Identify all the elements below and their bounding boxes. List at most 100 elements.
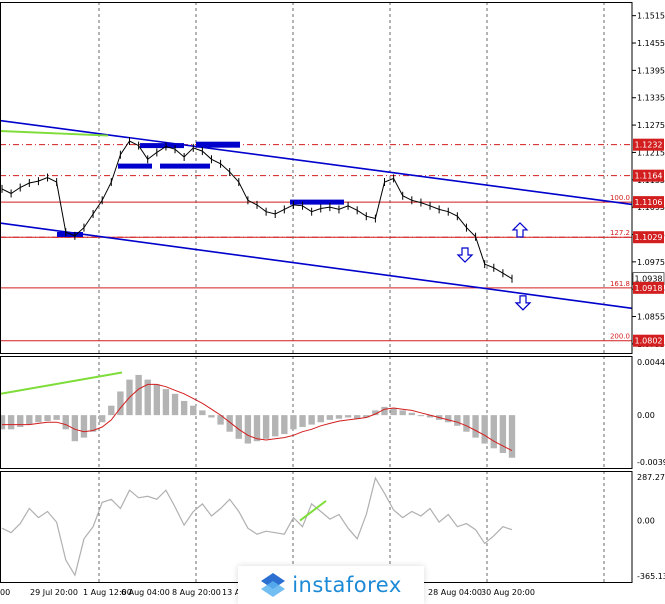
price-label: 1.1232 <box>635 141 663 150</box>
price-label: 1.0938 <box>635 275 663 284</box>
macd-bar <box>281 415 288 435</box>
price-label: 1.0802 <box>635 337 663 346</box>
macd-bar <box>417 415 425 417</box>
macd-bar <box>372 410 379 416</box>
macd-bar <box>335 415 343 419</box>
range-markers <box>57 141 344 237</box>
macd-bar <box>7 415 15 430</box>
macd-bar <box>317 415 324 423</box>
panel-frame <box>0 2 633 354</box>
x-tick-label: 00 <box>0 588 10 597</box>
channel-lower-line <box>0 222 633 310</box>
macd-bar <box>344 415 352 418</box>
cci-panel <box>1 476 513 577</box>
macd-bar <box>44 415 51 422</box>
macd-tick-label: 0.00 <box>637 411 655 420</box>
fib-level-label: 127.2 <box>610 229 630 237</box>
macd-bar <box>499 415 507 454</box>
macd-bar <box>390 408 397 416</box>
macd-bar <box>244 415 252 444</box>
macd-bar <box>35 415 42 423</box>
panel-frames <box>0 2 633 583</box>
macd-bar <box>272 415 279 437</box>
macd-bar <box>217 415 224 425</box>
y-tick-label: 1.1275 <box>637 121 665 130</box>
y-tick-label: 1.0855 <box>637 313 665 322</box>
instaforex-logo-icon <box>261 573 286 597</box>
range-marker <box>140 143 184 149</box>
macd-tick-label: -0.00396 <box>637 458 665 467</box>
y-tick-label: 1.1335 <box>637 94 665 103</box>
down-arrow-icon <box>456 247 474 263</box>
cci-tick-label: -365.1387 <box>637 572 665 581</box>
macd-bar <box>71 415 79 442</box>
price-label-box <box>633 169 664 182</box>
macd-bar <box>481 415 488 444</box>
range-marker <box>196 141 240 148</box>
divergence-line-cci <box>299 500 327 522</box>
macd-bar <box>381 406 388 416</box>
macd-bar <box>171 393 179 416</box>
price-label: 1.0918 <box>635 284 663 293</box>
fib-level-label: 100.0 <box>610 194 630 202</box>
macd-bar <box>135 374 142 416</box>
y-tick-label: 1.1395 <box>637 66 665 75</box>
macd-bar <box>463 415 470 432</box>
macd-panel <box>0 371 516 458</box>
macd-bar <box>408 412 416 416</box>
y-tick-label: 1.1515 <box>637 12 665 21</box>
price-label: 1.1106 <box>635 198 663 207</box>
trend-channel <box>0 119 633 310</box>
x-tick-label: 29 Jul 20:00 <box>30 588 78 597</box>
x-tick-label: 30 Aug 20:00 <box>481 588 535 597</box>
price-axis: 1.1515 1.1455 1.1395 1.1335 1.1275 1.1215 1.11… <box>632 12 665 581</box>
macd-bar <box>490 415 497 449</box>
macd-bar <box>299 415 306 427</box>
macd-bar <box>353 415 361 419</box>
macd-bar <box>363 415 370 418</box>
macd-bar <box>53 415 60 420</box>
x-tick-label: 6 Aug 04:00 <box>121 588 170 597</box>
macd-bar <box>235 415 242 439</box>
macd-bar <box>117 391 124 416</box>
fib-level-label: 200.0 <box>610 333 630 341</box>
fibonacci-levels: 100.0 127.2 161.8 200.0 <box>0 144 632 342</box>
macd-bar <box>80 415 88 438</box>
macd-bar <box>62 415 69 430</box>
channel-upper-line <box>0 119 633 206</box>
macd-bar <box>445 415 452 423</box>
macd-bar <box>162 389 170 416</box>
range-marker <box>57 231 83 237</box>
macd-bar <box>144 379 151 416</box>
price-label-box <box>633 334 664 347</box>
macd-bar <box>180 400 188 416</box>
macd-bar <box>253 415 261 442</box>
signal-arrows <box>456 222 532 311</box>
panel-frame <box>0 356 633 469</box>
down-arrow-icon <box>514 295 532 311</box>
x-tick-label: 13 Aug <box>222 588 250 597</box>
macd-bar <box>426 415 434 418</box>
macd-bar <box>262 415 270 439</box>
macd-bar <box>226 415 233 432</box>
y-tick-label: 1.1455 <box>637 39 665 48</box>
macd-bar <box>308 415 315 425</box>
x-tick-label: 1 Aug 12:00 <box>83 588 132 597</box>
cci-line <box>1 476 513 577</box>
macd-bar <box>17 415 24 427</box>
macd-bar <box>399 410 406 416</box>
y-tick-label: 1.1215 <box>637 148 665 157</box>
macd-bar <box>472 415 479 438</box>
grid <box>98 2 605 582</box>
macd-bar <box>290 415 297 430</box>
price-label-box <box>633 196 664 209</box>
price-label: 1.1029 <box>635 233 663 242</box>
macd-bar <box>508 415 516 458</box>
macd-bar <box>108 405 115 416</box>
macd-bar <box>26 415 33 425</box>
divergence-line-macd <box>0 371 123 395</box>
divergence-line-price <box>0 130 109 137</box>
macd-bar <box>98 415 106 423</box>
cci-tick-label: 287.2748 <box>637 473 665 482</box>
price-label-box <box>633 281 664 294</box>
